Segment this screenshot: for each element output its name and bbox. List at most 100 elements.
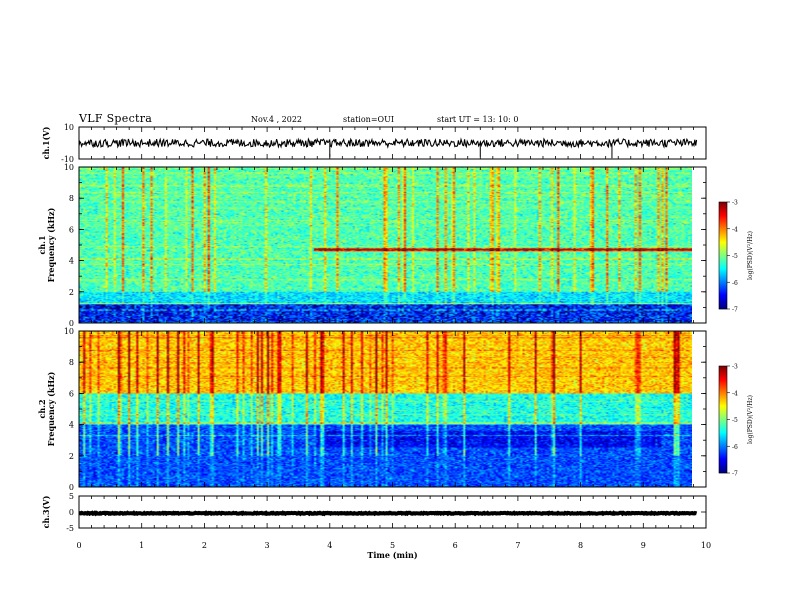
ch2-colorbar-band	[719, 419, 727, 421]
ch1-colorbar-band	[719, 249, 727, 251]
ch1-colorbar-band	[719, 216, 727, 218]
ch1-colorbar-band	[719, 287, 727, 289]
ch2-colorbar-band	[719, 469, 727, 471]
ch1-colorbar-band	[719, 242, 727, 244]
ch1-colorbar-band	[719, 233, 727, 235]
ch1-colorbar-band	[719, 261, 727, 263]
ch2-colorbar-band	[719, 386, 727, 388]
ch2-colorbar-band	[719, 371, 727, 373]
ch2-colorbar-band	[719, 384, 727, 386]
ch2-colorbar-band	[719, 387, 727, 389]
ch2-colorbar-tick-label-1: -4	[732, 390, 738, 397]
ch1-spectrogram-ytick-label-5: 10	[64, 163, 74, 172]
ch2-spectrogram-ytick-label-1: 2	[69, 452, 74, 461]
ch1-colorbar-band	[719, 295, 727, 297]
ch1-colorbar-band	[719, 213, 727, 215]
ch1-colorbar-band	[719, 252, 727, 254]
ch2-colorbar-band	[719, 450, 727, 452]
ch1-colorbar-band	[719, 275, 727, 277]
ch1-colorbar-band	[719, 276, 727, 278]
ch2-colorbar-band	[719, 366, 727, 368]
ch1-colorbar-band	[719, 277, 727, 279]
ch2-colorbar-band	[719, 378, 727, 380]
ch2-colorbar-band	[719, 376, 727, 378]
ch1-colorbar-band	[719, 236, 727, 238]
ch2-colorbar-band	[719, 471, 727, 473]
ch1-colorbar-band	[719, 289, 727, 291]
ch2-colorbar-band	[719, 472, 727, 474]
ch1-colorbar-band	[719, 270, 727, 272]
ch2-colorbar-band	[719, 452, 727, 454]
ch2-colorbar-band	[719, 468, 727, 470]
station-label: station=OUI	[343, 115, 394, 124]
ch2-colorbar-band	[719, 462, 727, 464]
chart-title: VLF Spectra	[79, 112, 153, 125]
ch2-colorbar-band	[719, 426, 727, 428]
ch2-spectrogram-ytick-label-3: 6	[69, 389, 74, 398]
ch2-colorbar-band	[719, 418, 727, 420]
ch1-colorbar-band	[719, 239, 727, 241]
ch1-colorbar-band	[719, 300, 727, 302]
ch1-colorbar-band	[719, 305, 727, 307]
ch1-colorbar-band	[719, 298, 727, 300]
ch2-colorbar-band	[719, 412, 727, 414]
ch1-colorbar-band	[719, 253, 727, 255]
ch2-colorbar-band	[719, 397, 727, 399]
x-tick-label-4: 4	[327, 541, 332, 550]
ch2-colorbar-band	[719, 399, 727, 401]
ch1-colorbar-band	[719, 214, 727, 216]
ch2-colorbar-band	[719, 458, 727, 460]
ch1-colorbar-band	[719, 308, 727, 310]
ch2-colorbar-tick-label-2: -5	[732, 417, 738, 424]
ch2-colorbar-band	[719, 388, 727, 390]
ch2-colorbar-band	[719, 456, 727, 458]
ch2-colorbar-band	[719, 403, 727, 405]
ch1-colorbar-band	[719, 225, 727, 227]
ch1-colorbar-tick-label-2: -5	[732, 253, 738, 260]
ch1-colorbar-label: log(PSD)(V²/Hz)	[747, 231, 754, 280]
date-label: Nov.4 , 2022	[251, 115, 303, 124]
ch2-colorbar-tick-label-0: -3	[732, 364, 738, 371]
ch1-colorbar-band	[719, 245, 727, 247]
ch2-colorbar-band	[719, 423, 727, 425]
ch2-colorbar-band	[719, 392, 727, 394]
ch2-colorbar-band	[719, 405, 727, 407]
ch2-colorbar-band	[719, 413, 727, 415]
x-tick-label-10: 10	[701, 541, 711, 550]
ch1-colorbar-band	[719, 210, 727, 212]
ch1-colorbar-band	[719, 241, 727, 243]
ch2-colorbar-band	[719, 441, 727, 443]
ch2-colorbar-band	[719, 408, 727, 410]
ch1-colorbar-band	[719, 260, 727, 262]
ch2-colorbar-band	[719, 466, 727, 468]
ch1-colorbar-band	[719, 290, 727, 292]
ch2-colorbar-band	[719, 460, 727, 462]
ch1-colorbar-band	[719, 292, 727, 294]
ch1-colorbar-tick-label-4: -7	[732, 307, 738, 314]
ch2-colorbar-band	[719, 424, 727, 426]
ch1-colorbar-band	[719, 288, 727, 290]
ch1-colorbar-band	[719, 228, 727, 230]
ch2-spectrogram-ytick-label-5: 10	[64, 327, 74, 336]
ch2-colorbar-band	[719, 446, 727, 448]
ch1-colorbar-band	[719, 230, 727, 232]
ch1-spectrogram-ytick-label-2: 4	[69, 257, 74, 266]
ch1-colorbar-band	[719, 263, 727, 265]
ch1-spectrogram-ylabel-1: Frequency (kHz)	[46, 207, 56, 282]
ch1-colorbar-band	[719, 304, 727, 306]
ch2-colorbar-band	[719, 434, 727, 436]
ch2-colorbar-band	[719, 437, 727, 439]
ch2-colorbar-band	[719, 454, 727, 456]
ch1-colorbar-band	[719, 209, 727, 211]
ch2-spectrogram-ylabel-0: ch.2	[37, 399, 47, 418]
ch1-colorbar-band	[719, 280, 727, 282]
ch2-colorbar-band	[719, 427, 727, 429]
x-tick-label-9: 9	[641, 541, 646, 550]
ch2-colorbar-band	[719, 436, 727, 438]
ch1-colorbar-band	[719, 251, 727, 253]
ch2-colorbar-band	[719, 382, 727, 384]
ch1-colorbar-band	[719, 204, 727, 206]
x-tick-label-7: 7	[515, 541, 520, 550]
ch2-colorbar-band	[719, 417, 727, 419]
ch1-colorbar-band	[719, 294, 727, 296]
